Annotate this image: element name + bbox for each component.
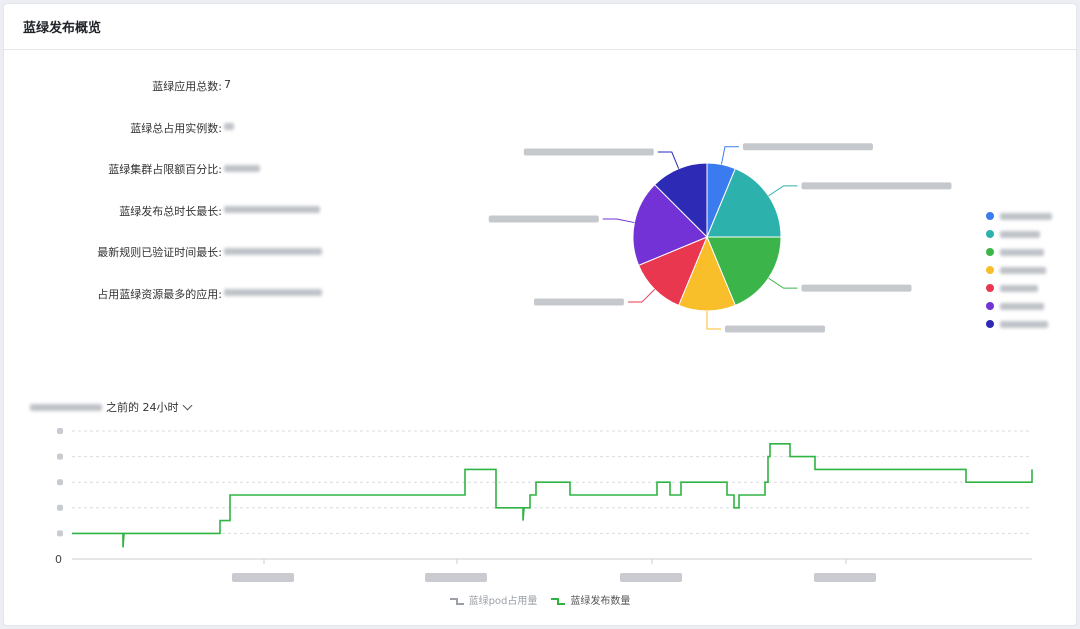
y-tick-redacted — [57, 479, 63, 486]
pie-slice[interactable] — [706, 236, 782, 307]
overview-panel: 蓝绿发布概览 蓝绿应用总数: 7 蓝绿总占用实例数: 蓝绿集群占限额百分比: 蓝… — [4, 4, 1076, 625]
time-range-redacted — [30, 403, 102, 411]
x-tick-label-redacted — [814, 573, 876, 582]
pie-label-redacted — [742, 143, 873, 151]
pie-label-redacted — [523, 148, 654, 156]
stat-value-redacted — [224, 161, 260, 174]
step-line-icon — [449, 596, 464, 605]
y-tick-redacted — [57, 504, 63, 511]
y-tick-redacted — [57, 428, 63, 434]
legend-dot — [986, 302, 994, 310]
pie-label-redacted — [533, 298, 624, 306]
stat-app-count: 蓝绿应用总数: 7 — [4, 74, 334, 116]
x-tick-label-redacted — [620, 573, 682, 582]
pie-legend-item[interactable] — [986, 207, 1052, 225]
stat-label: 蓝绿应用总数: — [152, 80, 222, 93]
pie-slice[interactable] — [632, 183, 708, 266]
legend-label-redacted — [1000, 320, 1048, 328]
stat-value: 7 — [224, 78, 231, 91]
stat-value-redacted — [224, 286, 322, 299]
legend-dot — [986, 230, 994, 238]
line-chart-legend: 蓝绿pod占用量 蓝绿发布数量 — [4, 592, 1076, 607]
stat-label: 蓝绿集群占限额百分比: — [108, 163, 222, 177]
pie-legend-item[interactable] — [986, 315, 1052, 333]
time-range-select[interactable]: 之前的 24小时 — [30, 399, 192, 415]
pie-label-line — [768, 185, 798, 197]
legend-label-redacted — [1000, 302, 1044, 310]
stat-label: 占用蓝绿资源最多的应用: — [97, 287, 222, 301]
pie-legend-item[interactable] — [986, 243, 1052, 261]
legend-label: 蓝绿pod占用量 — [468, 596, 538, 607]
pie-legend-item[interactable] — [986, 279, 1052, 297]
pie-label-redacted — [725, 325, 825, 333]
series-line-release-count[interactable] — [72, 442, 1033, 548]
legend-label-redacted — [1000, 212, 1052, 220]
pie-label-line — [768, 277, 798, 289]
panel-header: 蓝绿发布概览 — [4, 4, 1076, 50]
y-tick-redacted — [57, 453, 63, 460]
time-range-label: 之前的 24小时 — [106, 401, 179, 414]
pie-label-line — [627, 288, 656, 303]
stat-value-redacted — [224, 203, 320, 216]
stat-value-redacted — [224, 244, 322, 257]
legend-dot — [986, 284, 994, 292]
legend-dot — [986, 212, 994, 220]
legend-dot — [986, 320, 994, 328]
pie-legend-item[interactable] — [986, 297, 1052, 315]
legend-dot — [986, 266, 994, 274]
chevron-down-icon — [182, 400, 192, 411]
pie-label-redacted — [801, 284, 912, 292]
x-tick-label-redacted — [232, 573, 294, 582]
pie-chart — [488, 143, 952, 333]
pie-label-redacted — [488, 215, 599, 223]
x-tick-label-redacted — [425, 573, 487, 582]
pie-label-line — [602, 218, 635, 224]
pie-label-line — [657, 151, 680, 169]
stat-label: 蓝绿发布总时长最长: — [119, 204, 222, 218]
legend-label: 蓝绿发布数量 — [570, 596, 631, 607]
legend-label-redacted — [1000, 266, 1046, 274]
legend-label-redacted — [1000, 248, 1044, 256]
stats-list: 蓝绿应用总数: 7 蓝绿总占用实例数: 蓝绿集群占限额百分比: 蓝绿发布总时长最… — [4, 74, 334, 324]
stat-label: 最新规则已验证时间最长: — [97, 246, 222, 260]
legend-item-release-count[interactable]: 蓝绿发布数量 — [551, 592, 630, 607]
pie-label-redacted — [801, 182, 952, 190]
pie-label-line — [720, 146, 739, 165]
stat-instance-count: 蓝绿总占用实例数: — [4, 116, 334, 158]
step-line-icon — [551, 596, 566, 605]
stat-label: 蓝绿总占用实例数: — [130, 121, 222, 135]
stat-value-redacted — [224, 120, 234, 133]
stat-longest-verified: 最新规则已验证时间最长: — [4, 240, 334, 282]
pie-label-line — [706, 311, 721, 330]
stat-top-app: 占用蓝绿资源最多的应用: — [4, 282, 334, 324]
y-tick-label: 0 — [55, 553, 62, 566]
pie-slice[interactable] — [637, 236, 708, 307]
pie-slice[interactable] — [653, 162, 708, 239]
pie-slice[interactable] — [706, 167, 782, 238]
legend-dot — [986, 248, 994, 256]
line-chart: 0 — [55, 428, 1033, 582]
pie-legend — [986, 207, 1052, 333]
pie-legend-item[interactable] — [986, 261, 1052, 279]
panel-title: 蓝绿发布概览 — [23, 21, 102, 36]
pie-slice[interactable] — [678, 235, 736, 312]
stat-longest-release: 蓝绿发布总时长最长: — [4, 199, 334, 241]
legend-label-redacted — [1000, 230, 1040, 238]
pie-legend-item[interactable] — [986, 225, 1052, 243]
legend-label-redacted — [1000, 284, 1038, 292]
y-tick-redacted — [57, 530, 63, 537]
stat-quota-percent: 蓝绿集群占限额百分比: — [4, 157, 334, 199]
legend-item-pod-usage[interactable]: 蓝绿pod占用量 — [449, 592, 538, 607]
pie-chart-container — [474, 114, 954, 358]
